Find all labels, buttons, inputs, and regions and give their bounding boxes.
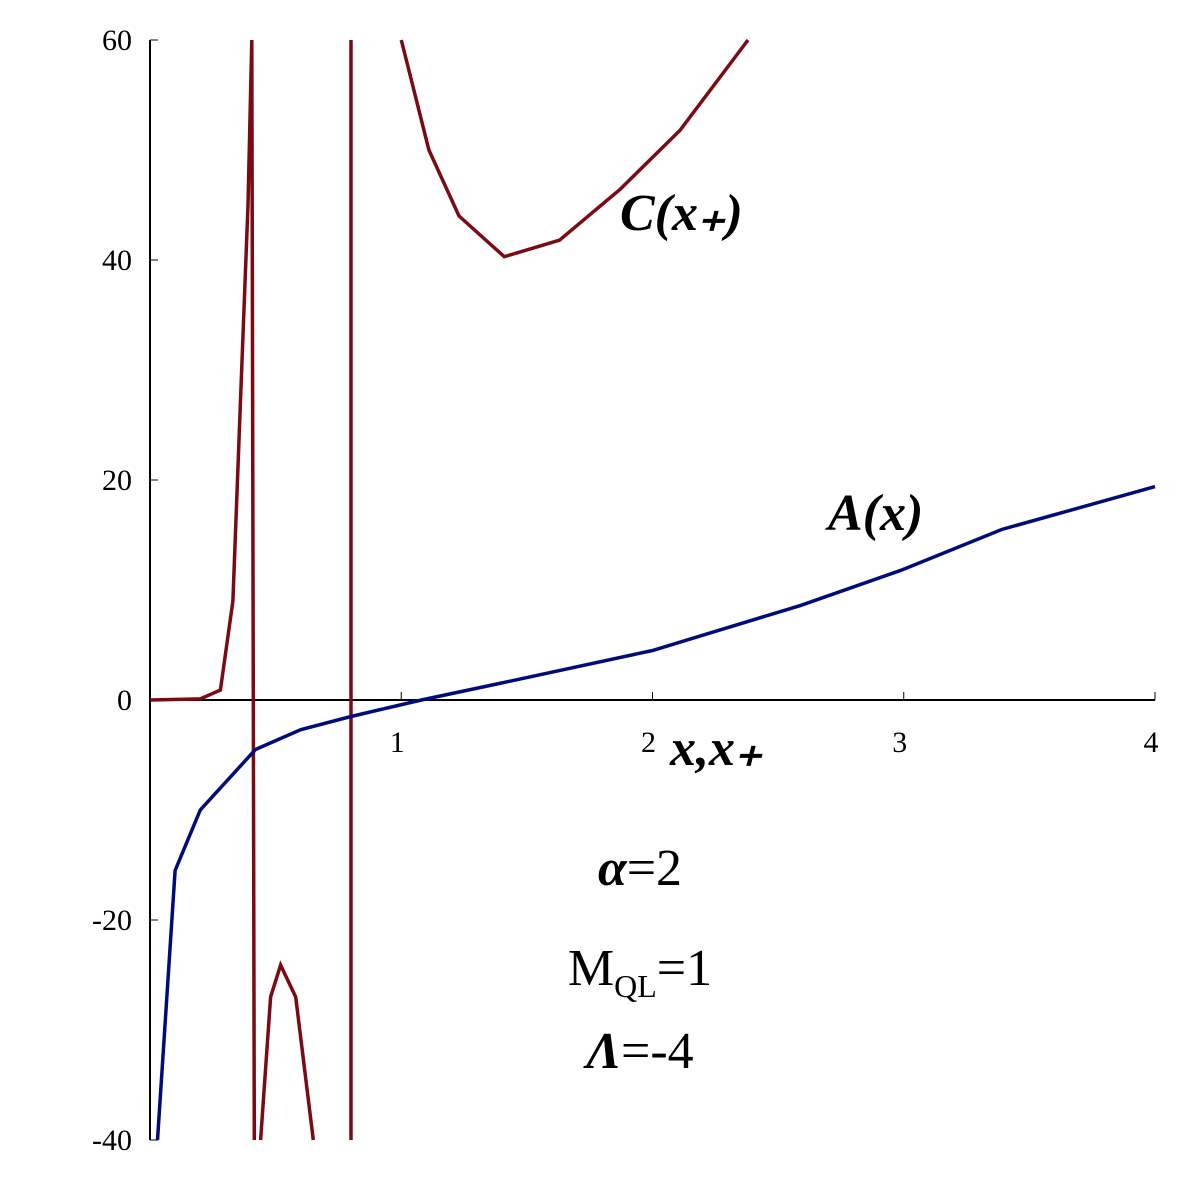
annotation-part: M — [568, 940, 614, 997]
annotation-part: =-4 — [621, 1023, 694, 1080]
annotation-part: Λ — [582, 1023, 621, 1080]
series-label: C(x₊) — [620, 185, 743, 242]
plot-area — [150, 38, 1156, 1141]
x-tick-label: 2 — [641, 726, 656, 759]
annotation-part: =2 — [627, 840, 682, 897]
y-tick-label: 0 — [117, 684, 132, 717]
y-tick-label: 40 — [102, 244, 132, 277]
x-tick-label: 3 — [892, 726, 907, 759]
annotation: MQL=1 — [568, 940, 712, 1004]
curve — [150, 38, 750, 1141]
y-tick-label: 20 — [102, 464, 132, 497]
y-tick-label: -20 — [92, 904, 132, 937]
annotation-part: α — [598, 840, 628, 897]
x-tick-label: 4 — [1144, 726, 1159, 759]
annotation-part: =1 — [657, 940, 712, 997]
y-tick-label: 60 — [102, 24, 132, 57]
x-axis-label: x,x₊ — [669, 720, 763, 777]
annotation-part: QL — [614, 968, 657, 1004]
annotation: Λ=-4 — [582, 1023, 693, 1080]
series-label: A(x) — [825, 485, 923, 542]
annotation: α=2 — [598, 840, 682, 897]
curve — [155, 484, 1156, 1141]
x-tick-label: 1 — [390, 726, 405, 759]
y-tick-label: -40 — [92, 1124, 132, 1157]
